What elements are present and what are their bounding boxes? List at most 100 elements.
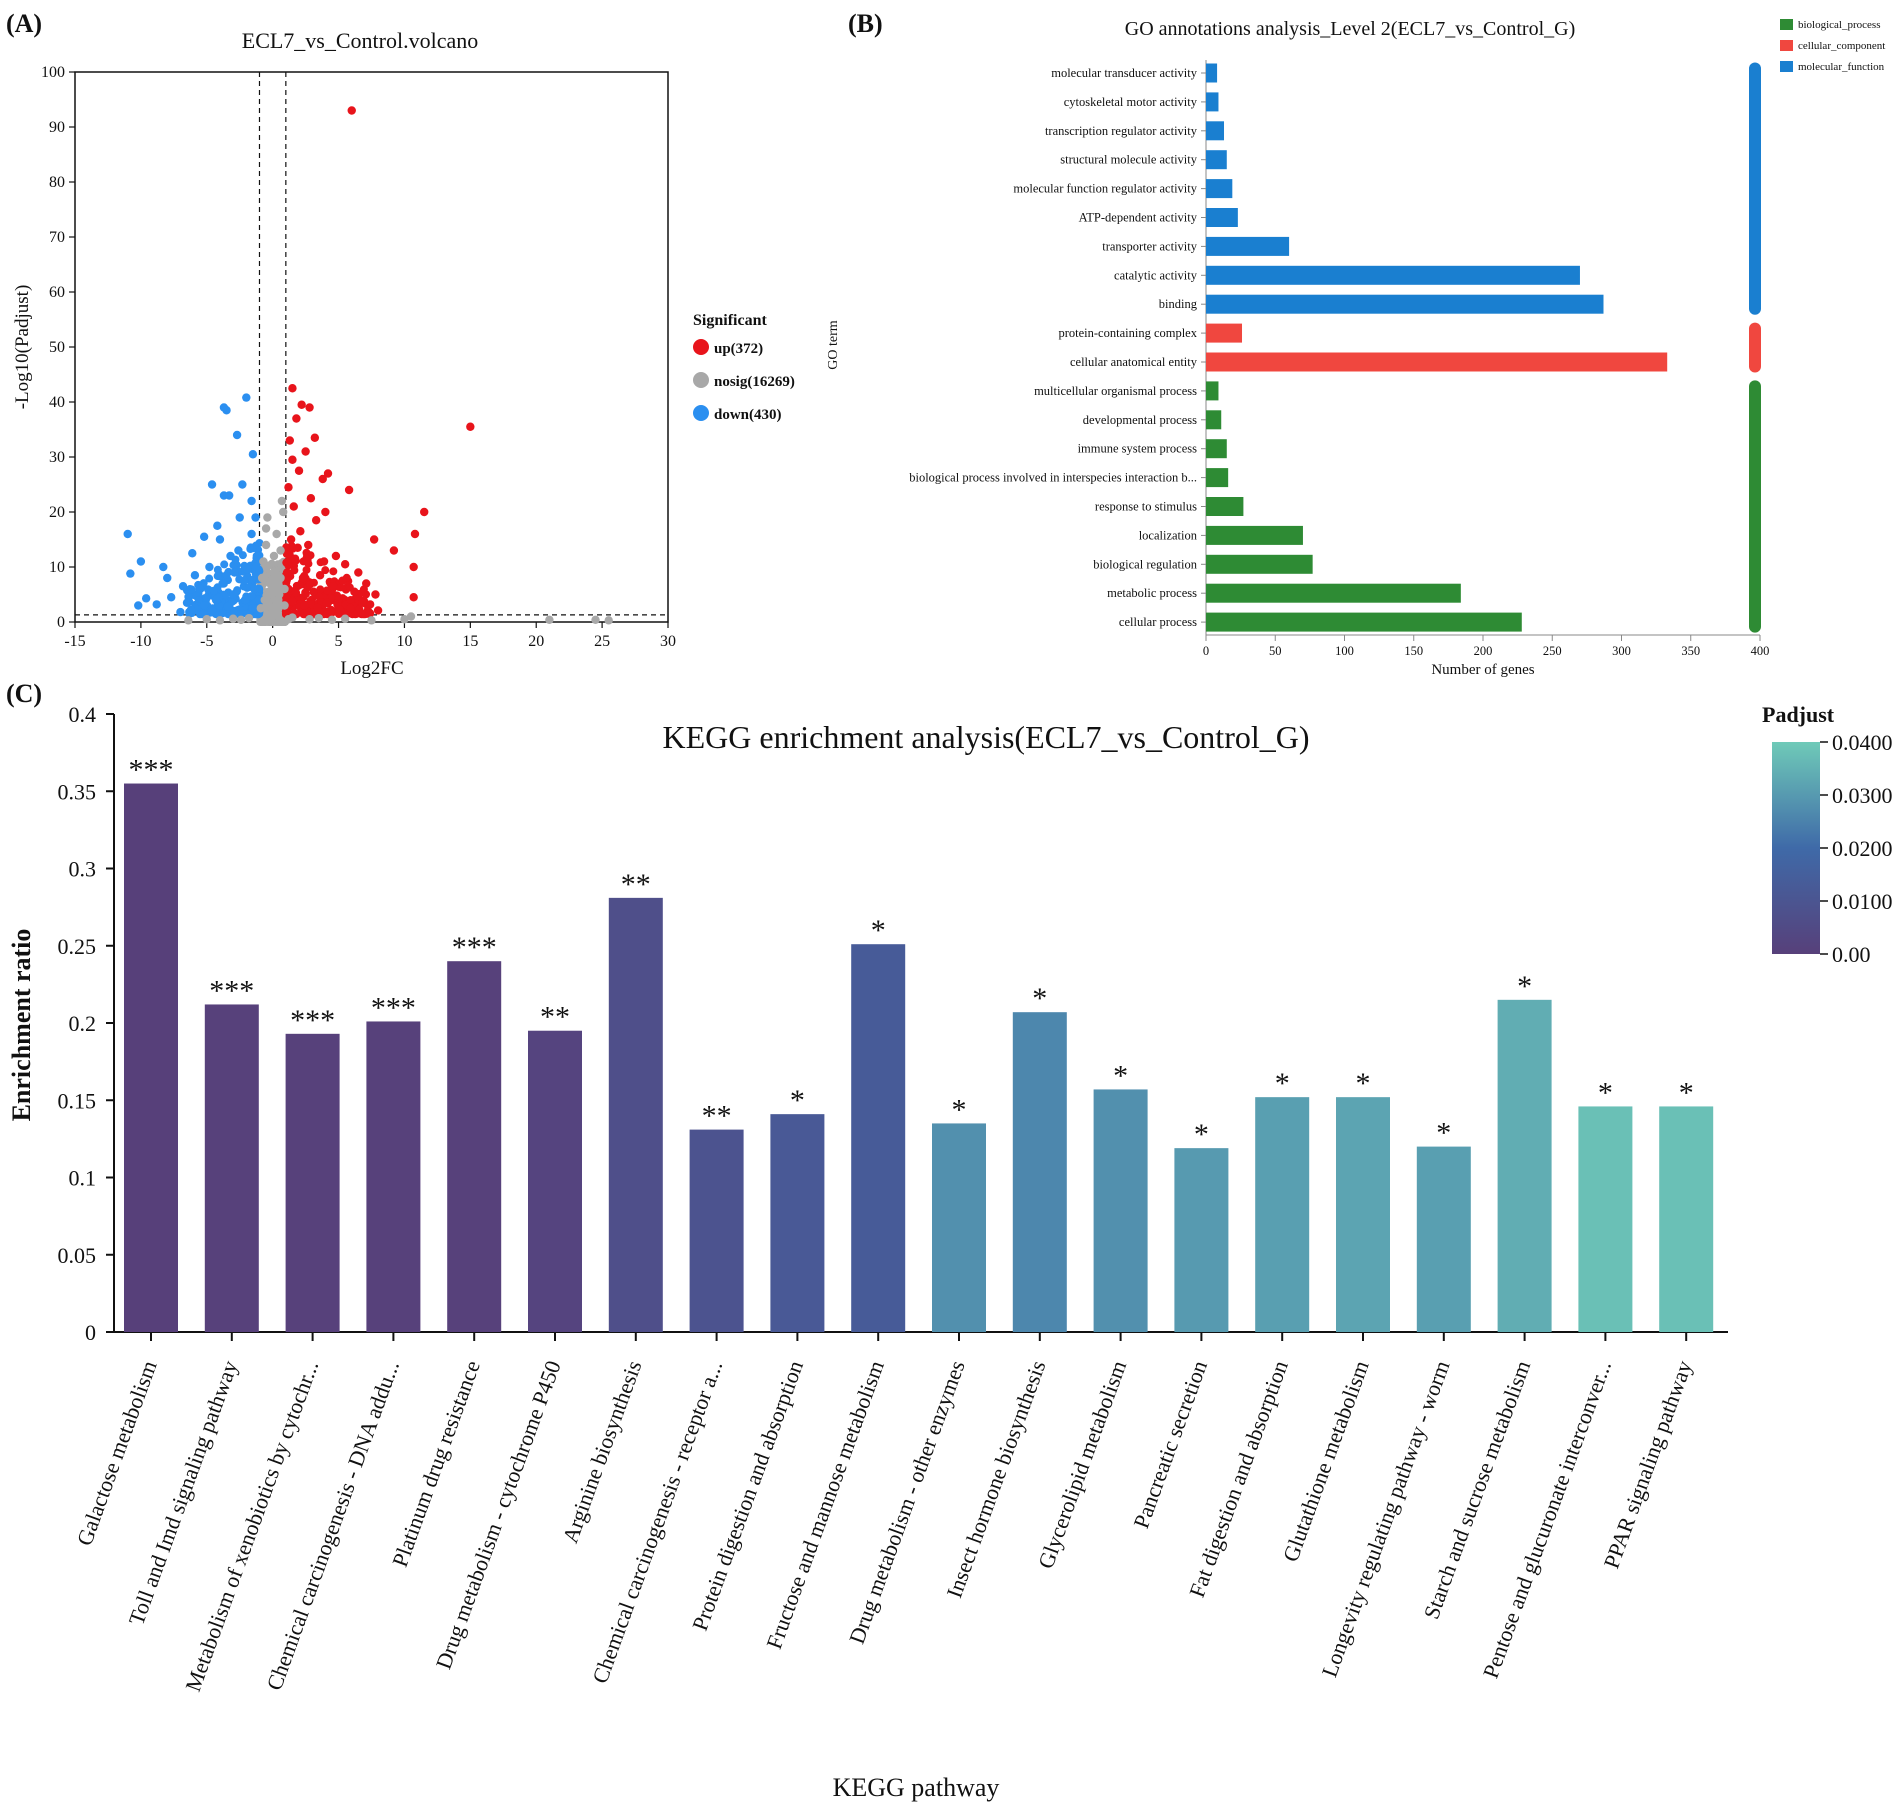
- go-legend-label-molecular-function: molecular_function: [1798, 61, 1885, 73]
- volcano-x-tick-label: 5: [335, 633, 343, 650]
- kegg-bar: [1093, 1089, 1148, 1332]
- volcano-point-nosig: [215, 616, 225, 625]
- colorbar-gradient: [1772, 742, 1820, 954]
- volcano-point-nosig: [273, 611, 283, 620]
- go-term-label: transporter activity: [1102, 239, 1198, 253]
- volcano-point-up: [335, 605, 345, 615]
- volcano-point-down: [252, 551, 262, 561]
- kegg-bar: [528, 1030, 582, 1332]
- colorbar-tick-label: 0.0100: [1832, 889, 1893, 914]
- volcano-x-axis: -15 -10 -5 0 5 10 15 20 25 30: [64, 622, 676, 650]
- volcano-point-up-cloud: [305, 580, 314, 589]
- kegg-x-label: KEGG pathway: [833, 1773, 1000, 1802]
- kegg-bar: [689, 1129, 744, 1332]
- go-bar: [1206, 410, 1222, 430]
- volcano-point-down: [190, 571, 200, 580]
- go-group-indicators: [1749, 62, 1761, 633]
- go-x-tick-label: 350: [1681, 644, 1700, 658]
- volcano-y-axis: 0 10 20 30 40 50 60 70 80 90 100: [41, 64, 75, 631]
- go-bar: [1206, 179, 1233, 199]
- volcano-point-down: [195, 584, 205, 594]
- volcano-point-up-cloud: [322, 586, 331, 595]
- volcano-point-down: [207, 480, 217, 489]
- volcano-point-up: [282, 568, 292, 577]
- volcano-point-up: [297, 400, 306, 409]
- kegg-bar: [447, 961, 502, 1332]
- volcano-point-up: [362, 579, 371, 588]
- colorbar-tick-label: 0.0200: [1832, 836, 1893, 861]
- volcano-point-down: [186, 605, 196, 615]
- volcano-point-down-cloud: [239, 582, 248, 591]
- go-term-label: response to stimulus: [1095, 500, 1197, 514]
- volcano-point-up: [311, 516, 321, 525]
- volcano-point-down: [178, 582, 188, 591]
- kegg-sig-mark: *: [952, 1093, 967, 1126]
- volcano-point-up: [288, 455, 297, 464]
- volcano-point-down: [211, 595, 221, 605]
- volcano-point-up: [340, 560, 350, 569]
- volcano-point-up-cloud: [346, 595, 355, 604]
- volcano-point-up: [319, 557, 329, 566]
- kegg-bar: [608, 897, 663, 1332]
- volcano-point-up: [310, 433, 320, 442]
- volcano-point-down: [243, 565, 252, 574]
- volcano-point-up: [409, 562, 418, 572]
- go-legend: biological_process cellular_component mo…: [1780, 19, 1885, 73]
- volcano-point-up: [389, 546, 399, 555]
- volcano-point-up: [289, 502, 298, 511]
- volcano-x-tick-label: 0: [269, 633, 277, 650]
- go-bar: [1206, 554, 1313, 574]
- volcano-point-down: [224, 491, 234, 500]
- legend-swatch-up: [693, 339, 709, 355]
- go-bar: [1206, 294, 1604, 314]
- kegg-bar: [1578, 1106, 1633, 1332]
- volcano-point-down-cloud: [213, 572, 222, 581]
- colorbar-tick-label: 0.0300: [1832, 783, 1893, 808]
- go-term-label: molecular transducer activity: [1051, 66, 1198, 80]
- volcano-point-up: [296, 527, 305, 536]
- go-bar: [1206, 92, 1219, 112]
- volcano-point-up: [313, 603, 322, 612]
- volcano-point-nosig: [228, 614, 238, 623]
- volcano-point-down: [176, 607, 185, 617]
- volcano-point-down-cloud: [230, 608, 239, 617]
- volcano-point-nosig: [272, 529, 281, 539]
- volcano-y-tick-label: 50: [49, 339, 65, 356]
- go-legend-swatch-cellular-component: [1780, 40, 1793, 51]
- volcano-point-nosig: [260, 595, 269, 605]
- go-legend-label-cellular-component: cellular_component: [1798, 40, 1885, 52]
- volcano-point-down: [218, 579, 227, 588]
- go-legend-swatch-molecular-function: [1780, 61, 1793, 72]
- kegg-bar: [124, 783, 178, 1332]
- go-x-tick-label: 100: [1335, 644, 1354, 658]
- kegg-category-label: Pancreatic secretion: [1128, 1357, 1212, 1531]
- volcano-point-up: [293, 543, 302, 552]
- go-bar: [1206, 63, 1218, 83]
- kegg-sig-mark: *: [1275, 1067, 1290, 1100]
- padjust-colorbar: Padjust 0.0400 0.0300 0.0200 0.0100 0.00: [1762, 702, 1893, 967]
- go-x-tick-label: 200: [1474, 644, 1493, 658]
- volcano-point-up: [373, 606, 383, 615]
- volcano-y-tick-label: 70: [49, 229, 65, 246]
- go-x-tick-label: 300: [1612, 644, 1631, 658]
- legend-label-up: up(372): [714, 341, 763, 357]
- kegg-bar: [851, 944, 906, 1332]
- kegg-sig-mark: **: [621, 868, 651, 901]
- kegg-category-label: Platinum drug resistance: [387, 1357, 485, 1570]
- volcano-x-tick-label: -15: [64, 633, 85, 650]
- volcano-point-nosig: [261, 524, 271, 533]
- volcano-point-down-cloud: [249, 544, 258, 553]
- volcano-point-up: [420, 507, 429, 517]
- kegg-bar: [1497, 999, 1552, 1332]
- go-x-tick-label: 250: [1543, 644, 1562, 658]
- volcano-point-nosig: [367, 616, 376, 625]
- volcano-x-tick-label: 25: [594, 633, 610, 650]
- go-bar: [1206, 381, 1219, 401]
- volcano-point-down: [230, 568, 239, 577]
- volcano-point-nosig: [305, 615, 314, 624]
- go-bar: [1206, 468, 1229, 488]
- go-term-label: protein-containing complex: [1058, 326, 1197, 340]
- go-bar: [1206, 236, 1290, 256]
- volcano-point-up-cloud: [336, 583, 345, 592]
